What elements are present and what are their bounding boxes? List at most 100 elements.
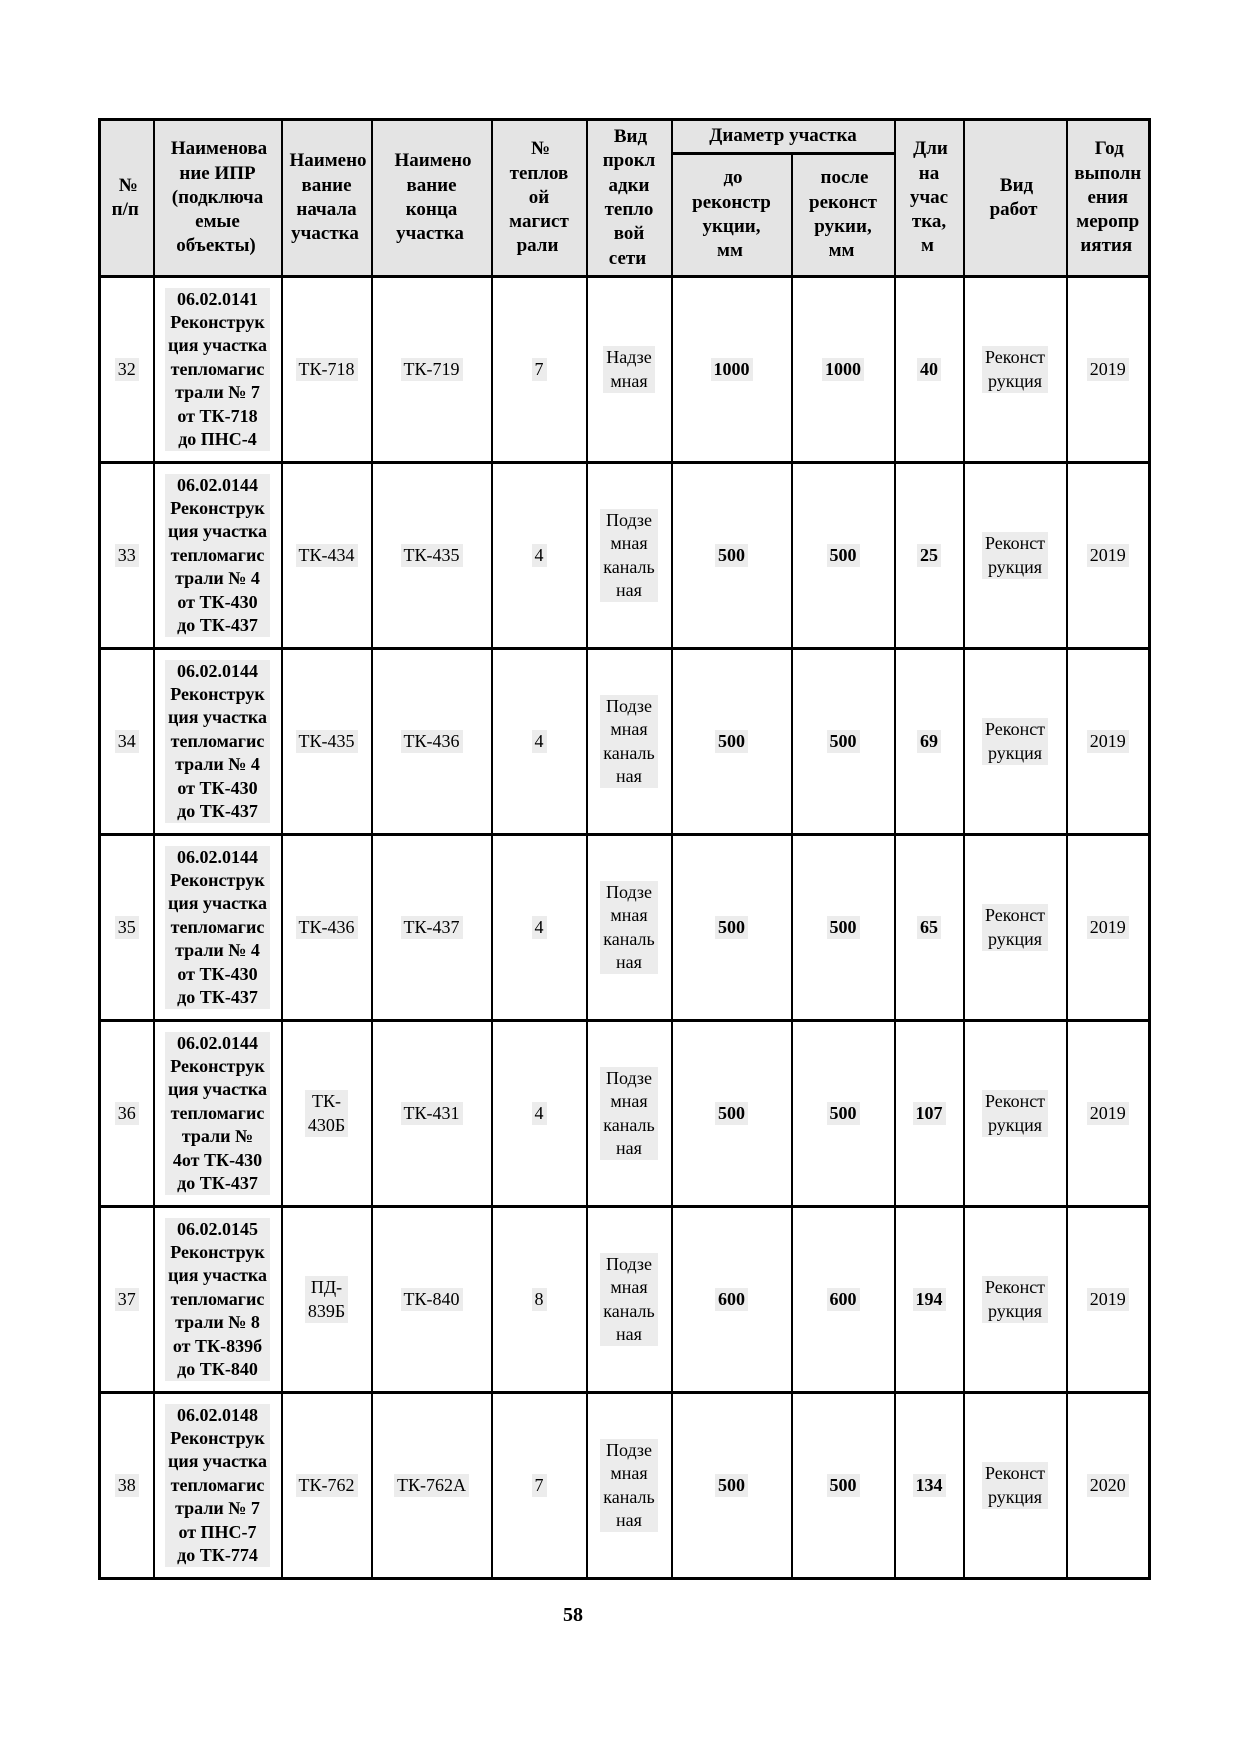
cell-length: 69: [893, 647, 965, 836]
cell-text: ТК-719: [400, 357, 463, 382]
cell-ipr-name: 06.02.0144 Реконструк ция участка теплом…: [152, 461, 283, 650]
cell-work-type: Реконст рукция: [962, 1391, 1068, 1580]
cell-main-number: 4: [490, 461, 588, 650]
cell-start-node: ТК-434: [280, 461, 373, 650]
cell-diameter-after: 500: [790, 1391, 896, 1580]
cell-text: 500: [826, 543, 860, 568]
cell-text: 1000: [710, 357, 753, 382]
cell-diameter-before: 500: [670, 647, 793, 836]
cell-year: 2019: [1065, 1019, 1151, 1208]
cell-row-number: 36: [98, 1019, 155, 1208]
cell-end-node: ТК-436: [370, 647, 493, 836]
cell-text: Реконст рукция: [981, 904, 1049, 951]
cell-text: 2019: [1086, 543, 1129, 568]
cell-text: ТК-762А: [394, 1473, 469, 1498]
header-end-node: Наимено вание конца участка: [370, 118, 493, 278]
cell-text: ТК-840: [400, 1287, 463, 1312]
cell-text: 06.02.0148 Реконструк ция участка теплом…: [164, 1403, 271, 1568]
cell-start-node: ТК-762: [280, 1391, 373, 1580]
cell-text: 06.02.0144 Реконструк ция участка теплом…: [164, 473, 271, 638]
cell-text: 107: [912, 1101, 946, 1126]
cell-main-number: 7: [490, 275, 588, 464]
cell-text: 2019: [1086, 915, 1129, 940]
cell-text: 37: [114, 1287, 139, 1312]
cell-ipr-name: 06.02.0145 Реконструк ция участка теплом…: [152, 1205, 283, 1394]
header-diameter-after: после реконст рукии, мм: [790, 152, 896, 278]
table-row: 34 06.02.0144 Реконструк ция участка теп…: [98, 647, 1151, 836]
cell-text: 69: [917, 729, 942, 754]
table-row: 38 06.02.0148 Реконструк ция участка теп…: [98, 1391, 1151, 1580]
cell-year: 2020: [1065, 1391, 1151, 1580]
cell-ipr-name: 06.02.0144 Реконструк ция участка теплом…: [152, 1019, 283, 1208]
cell-start-node: ТК-435: [280, 647, 373, 836]
cell-text: 2020: [1086, 1473, 1129, 1498]
cell-text: 600: [826, 1287, 860, 1312]
cell-diameter-after: 500: [790, 1019, 896, 1208]
header-laying-type: Вид прокл адки тепло вой сети: [585, 118, 673, 278]
cell-text: 500: [715, 1101, 748, 1126]
cell-length: 65: [893, 833, 965, 1022]
cell-text: Подзе мная каналь ная: [600, 694, 658, 789]
cell-text: ТК-436: [400, 729, 463, 754]
header-label: Дли на учас тка, м: [909, 138, 949, 257]
header-label: Вид работ: [989, 174, 1038, 220]
header-label: Наимено вание конца участка: [394, 150, 472, 245]
cell-year: 2019: [1065, 647, 1151, 836]
cell-text: 2019: [1086, 1287, 1129, 1312]
cell-text: 500: [715, 915, 748, 940]
table-row: 35 06.02.0144 Реконструк ция участка теп…: [98, 833, 1151, 1022]
cell-text: 2019: [1086, 1101, 1129, 1126]
header-label: Наимено вание начала участка: [289, 150, 367, 245]
cell-text: ТК-435: [295, 729, 358, 754]
header-label: № п/п: [111, 174, 139, 220]
cell-text: Реконст рукция: [981, 346, 1049, 393]
table-row: 32 06.02.0141 Реконструк ция участка теп…: [98, 275, 1151, 464]
cell-text: 600: [715, 1287, 748, 1312]
cell-length: 40: [893, 275, 965, 464]
cell-text: Подзе мная каналь ная: [600, 508, 658, 603]
cell-text: 06.02.0145 Реконструк ция участка теплом…: [164, 1217, 271, 1382]
table-row: 33 06.02.0144 Реконструк ция участка теп…: [98, 461, 1151, 650]
cell-text: 35: [114, 915, 139, 940]
cell-ipr-name: 06.02.0144 Реконструк ция участка теплом…: [152, 833, 283, 1022]
cell-diameter-after: 600: [790, 1205, 896, 1394]
cell-text: Подзе мная каналь ная: [600, 1252, 658, 1347]
cell-length: 25: [893, 461, 965, 650]
cell-year: 2019: [1065, 833, 1151, 1022]
cell-text: Реконст рукция: [981, 532, 1049, 579]
cell-text: 4: [531, 915, 547, 940]
cell-end-node: ТК-840: [370, 1205, 493, 1394]
header-start-node: Наимено вание начала участка: [280, 118, 373, 278]
header-label: Диаметр участка: [709, 125, 857, 147]
heat-network-reconstruction-table: № п/п Наименова ние ИПР (подключа емые о…: [98, 118, 1152, 1580]
cell-diameter-before: 500: [670, 833, 793, 1022]
cell-text: Надзе мная: [603, 346, 655, 393]
cell-text: 2019: [1086, 729, 1129, 754]
cell-start-node: ТК-436: [280, 833, 373, 1022]
header-label: до реконстр укции, мм: [692, 167, 771, 262]
cell-laying-type: Подзе мная каналь ная: [585, 1391, 673, 1580]
cell-text: 06.02.0144 Реконструк ция участка теплом…: [164, 659, 271, 824]
cell-text: 500: [715, 543, 748, 568]
cell-text: 500: [826, 1101, 860, 1126]
cell-laying-type: Надзе мная: [585, 275, 673, 464]
cell-ipr-name: 06.02.0144 Реконструк ция участка теплом…: [152, 647, 283, 836]
cell-main-number: 7: [490, 1391, 588, 1580]
cell-text: 38: [114, 1473, 139, 1498]
table-row: 36 06.02.0144 Реконструк ция участка теп…: [98, 1019, 1151, 1208]
cell-text: 06.02.0144 Реконструк ция участка теплом…: [164, 1031, 271, 1196]
header-work-type: Вид работ: [962, 118, 1068, 278]
cell-text: 500: [715, 1473, 748, 1498]
cell-diameter-before: 500: [670, 1019, 793, 1208]
cell-text: 36: [114, 1101, 139, 1126]
cell-text: 8: [531, 1287, 547, 1312]
cell-text: 40: [917, 357, 942, 382]
cell-work-type: Реконст рукция: [962, 647, 1068, 836]
cell-diameter-before: 500: [670, 1391, 793, 1580]
cell-work-type: Реконст рукция: [962, 1019, 1068, 1208]
cell-year: 2019: [1065, 461, 1151, 650]
cell-year: 2019: [1065, 1205, 1151, 1394]
cell-laying-type: Подзе мная каналь ная: [585, 647, 673, 836]
cell-row-number: 32: [98, 275, 155, 464]
cell-end-node: ТК-437: [370, 833, 493, 1022]
